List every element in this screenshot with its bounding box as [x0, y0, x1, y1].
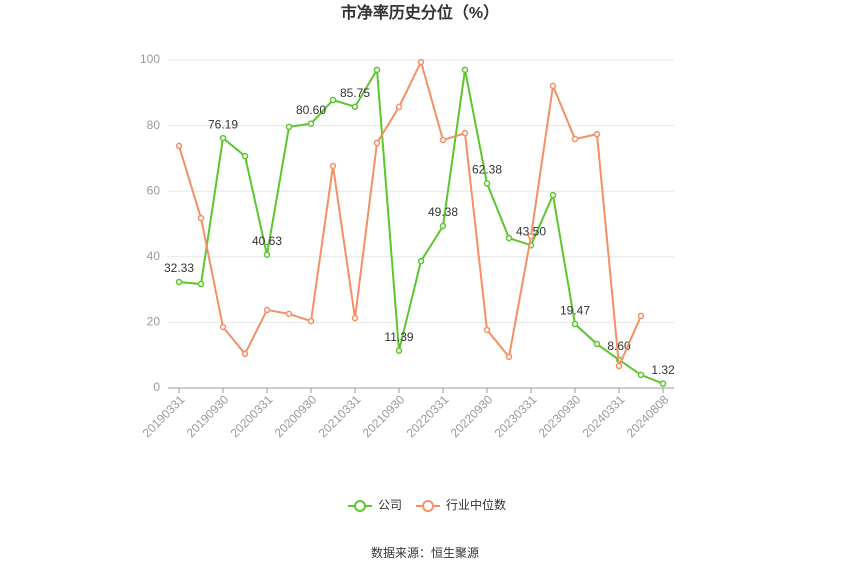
data-label: 8.60 [607, 339, 631, 353]
data-point [637, 371, 645, 379]
data-label: 85.75 [340, 86, 370, 100]
data-point [241, 350, 249, 358]
data-point [483, 180, 491, 187]
data-point [175, 142, 183, 150]
data-point [461, 66, 469, 74]
data-point [351, 314, 359, 322]
data-label: 19.47 [560, 303, 590, 317]
x-tick-label: 20230930 [536, 392, 584, 440]
source-note: 数据来源：恒生聚源 [371, 545, 479, 560]
data-point [395, 347, 403, 354]
data-point [571, 320, 579, 328]
data-point [307, 317, 315, 325]
data-point [439, 136, 447, 144]
x-tick-label: 20230331 [492, 392, 540, 440]
x-tick-label: 20190331 [140, 392, 188, 440]
data-label: 40.63 [252, 234, 282, 248]
data-point [219, 323, 227, 331]
data-point [329, 96, 337, 104]
data-point [505, 353, 513, 361]
data-point [329, 162, 337, 170]
data-point [439, 222, 447, 230]
data-point [637, 312, 645, 320]
data-point [373, 139, 381, 147]
legend-marker [422, 500, 435, 512]
data-point [571, 135, 579, 143]
data-point [197, 214, 205, 222]
data-label: 49.38 [428, 205, 458, 219]
x-tick-label: 20210331 [316, 392, 364, 440]
y-tick-label: 0 [153, 380, 160, 394]
data-point [659, 380, 667, 387]
series-line [178, 66, 664, 385]
data-point [527, 232, 535, 240]
data-point [395, 103, 403, 111]
data-point [483, 326, 491, 334]
data-label: 1.32 [651, 363, 675, 377]
y-tick-label: 40 [147, 249, 161, 263]
y-tick-label: 100 [140, 52, 160, 66]
data-point [593, 130, 601, 138]
x-tick-label: 20240808 [624, 392, 672, 440]
legend-marker [354, 500, 366, 512]
data-point [373, 66, 381, 74]
data-point [505, 234, 513, 242]
data-point [593, 340, 601, 348]
data-point [417, 257, 425, 265]
data-label: 11.39 [384, 330, 413, 344]
y-tick-label: 60 [147, 183, 161, 197]
y-tick-label: 80 [147, 118, 161, 132]
data-point [175, 278, 183, 286]
data-point [241, 152, 249, 160]
data-point [461, 129, 469, 137]
data-point [219, 134, 227, 142]
x-tick-label: 20240331 [580, 392, 628, 440]
data-point [549, 82, 557, 90]
legend-label: 行业中位数 [446, 497, 506, 512]
x-tick-label: 20190930 [184, 392, 232, 440]
data-point [351, 103, 359, 110]
data-label: 76.19 [208, 117, 238, 131]
data-point [285, 310, 293, 318]
data-point [417, 58, 425, 66]
data-label: 80.60 [296, 103, 326, 117]
data-point [263, 306, 271, 314]
x-tick-label: 20220331 [404, 392, 452, 440]
x-tick-label: 20210930 [360, 392, 408, 440]
data-point [549, 191, 557, 199]
data-point [263, 251, 271, 258]
legend-label: 公司 [378, 498, 402, 512]
data-point [197, 280, 205, 288]
x-tick-label: 20200930 [272, 392, 320, 440]
y-tick-label: 20 [147, 315, 161, 329]
chart-title: 市净率历史分位（%） [341, 3, 499, 22]
data-label: 32.33 [164, 261, 194, 275]
x-tick-label: 20220930 [448, 392, 496, 440]
x-tick-label: 20200331 [228, 392, 276, 440]
data-point [285, 123, 293, 131]
data-label: 62.38 [472, 163, 502, 177]
series-line [178, 59, 642, 370]
data-point [307, 120, 315, 127]
data-point [615, 362, 623, 370]
